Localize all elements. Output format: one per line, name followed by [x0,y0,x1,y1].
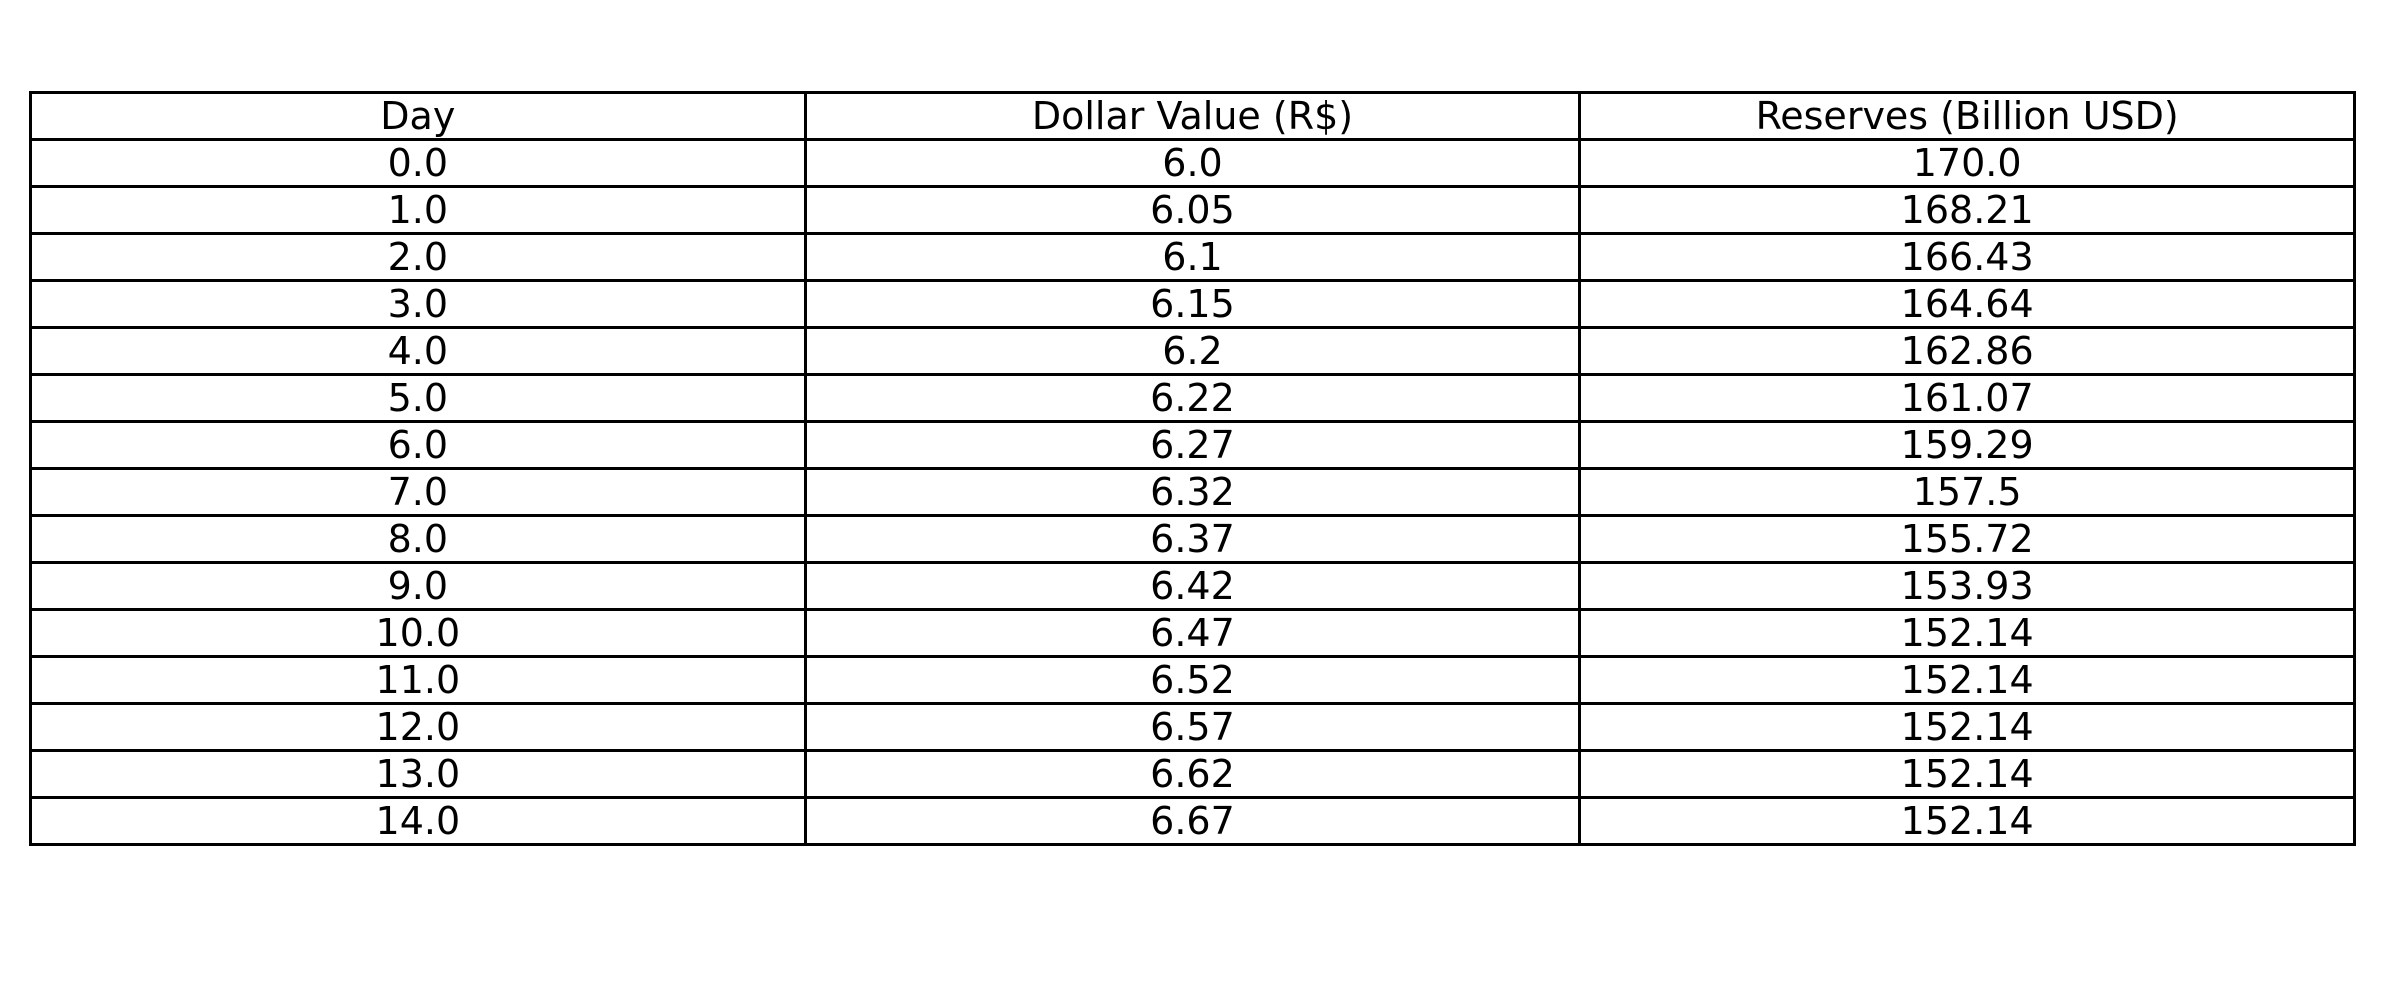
reserves-cell: 152.14 [1578,702,2356,752]
table-row: 2.0 6.1 166.43 [29,232,2356,282]
reserves-cell: 161.07 [1578,373,2356,423]
day-cell: 2.0 [29,232,807,282]
dollar-value-cell: 6.37 [803,514,1582,564]
reserves-cell: 155.72 [1578,514,2356,564]
dollar-value-cell: 6.15 [803,279,1582,329]
table-row: 10.0 6.47 152.14 [29,608,2356,658]
table-row: 14.0 6.67 152.14 [29,796,2356,846]
table-row: 5.0 6.22 161.07 [29,373,2356,423]
dollar-value-cell: 6.67 [803,796,1582,846]
reserves-cell: 152.14 [1578,608,2356,658]
table-row: 13.0 6.62 152.14 [29,749,2356,799]
reserves-cell: 153.93 [1578,561,2356,611]
reserves-cell: 170.0 [1578,138,2356,188]
reserves-cell: 164.64 [1578,279,2356,329]
reserves-cell: 152.14 [1578,796,2356,846]
reserves-cell: 162.86 [1578,326,2356,376]
reserves-cell: 168.21 [1578,185,2356,235]
day-cell: 12.0 [29,702,807,752]
table-row: 9.0 6.42 153.93 [29,561,2356,611]
dollar-value-cell: 6.32 [803,467,1582,517]
day-cell: 14.0 [29,796,807,846]
day-cell: 5.0 [29,373,807,423]
table-row: 12.0 6.57 152.14 [29,702,2356,752]
reserves-cell: 152.14 [1578,655,2356,705]
data-table: Day Dollar Value (R$) Reserves (Billion … [29,91,2356,846]
dollar-value-cell: 6.42 [803,561,1582,611]
dollar-value-cell: 6.27 [803,420,1582,470]
dollar-value-cell: 6.2 [803,326,1582,376]
dollar-value-cell: 6.57 [803,702,1582,752]
day-cell: 9.0 [29,561,807,611]
table-row: 8.0 6.37 155.72 [29,514,2356,564]
reserves-cell: 166.43 [1578,232,2356,282]
table-header-row: Day Dollar Value (R$) Reserves (Billion … [29,91,2356,141]
day-cell: 11.0 [29,655,807,705]
day-cell: 0.0 [29,138,807,188]
data-table-container: Day Dollar Value (R$) Reserves (Billion … [29,91,2356,846]
column-header-reserves: Reserves (Billion USD) [1578,91,2356,141]
table-body: 0.0 6.0 170.0 1.0 6.05 168.21 2.0 6.1 166.43 3.0 6… [29,138,2356,846]
day-cell: 13.0 [29,749,807,799]
day-cell: 8.0 [29,514,807,564]
day-cell: 7.0 [29,467,807,517]
table-row: 1.0 6.05 168.21 [29,185,2356,235]
reserves-cell: 152.14 [1578,749,2356,799]
dollar-value-cell: 6.22 [803,373,1582,423]
day-cell: 4.0 [29,326,807,376]
table-row: 3.0 6.15 164.64 [29,279,2356,329]
dollar-value-cell: 6.62 [803,749,1582,799]
reserves-cell: 157.5 [1578,467,2356,517]
table-row: 4.0 6.2 162.86 [29,326,2356,376]
table-row: 6.0 6.27 159.29 [29,420,2356,470]
day-cell: 10.0 [29,608,807,658]
column-header-day: Day [29,91,807,141]
day-cell: 3.0 [29,279,807,329]
reserves-cell: 159.29 [1578,420,2356,470]
table-row: 7.0 6.32 157.5 [29,467,2356,517]
table-row: 0.0 6.0 170.0 [29,138,2356,188]
dollar-value-cell: 6.05 [803,185,1582,235]
dollar-value-cell: 6.0 [803,138,1582,188]
dollar-value-cell: 6.1 [803,232,1582,282]
day-cell: 6.0 [29,420,807,470]
day-cell: 1.0 [29,185,807,235]
dollar-value-cell: 6.47 [803,608,1582,658]
dollar-value-cell: 6.52 [803,655,1582,705]
column-header-dollar-value: Dollar Value (R$) [803,91,1582,141]
table-row: 11.0 6.52 152.14 [29,655,2356,705]
